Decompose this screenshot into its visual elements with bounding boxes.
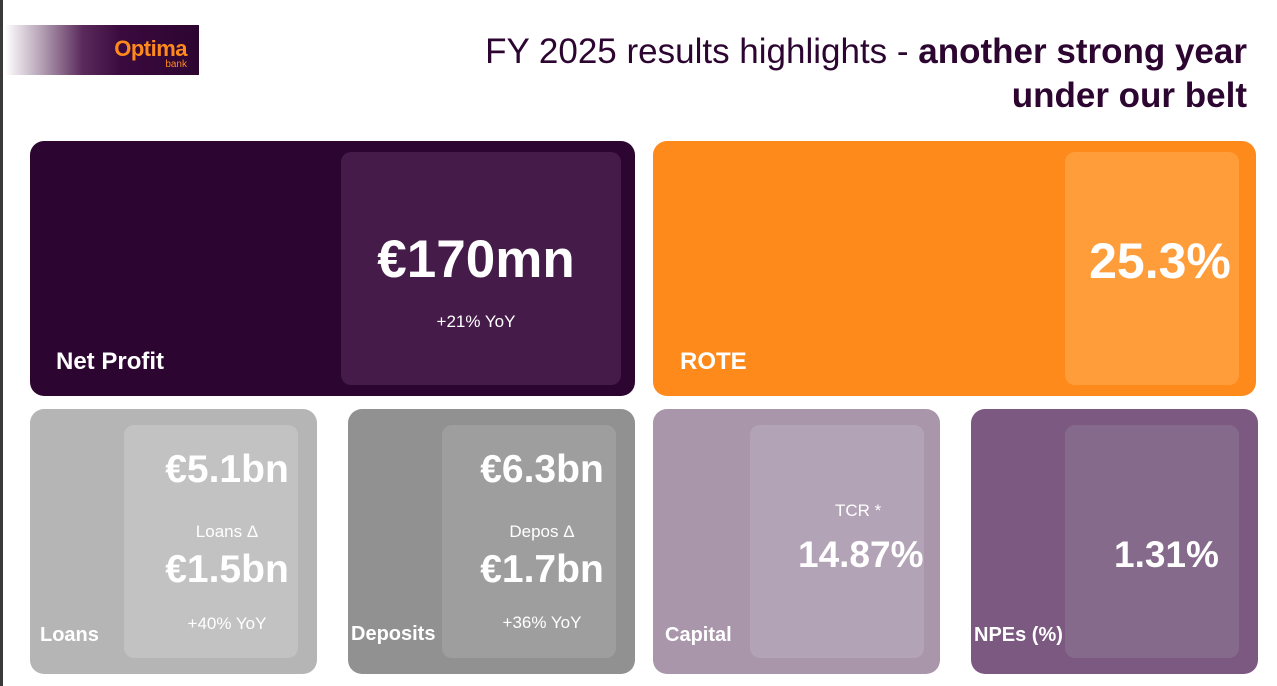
- left-edge-bar: [0, 0, 3, 686]
- logo-name: Optima: [114, 36, 187, 61]
- title-bold-1: another strong year: [918, 32, 1247, 71]
- loans-card: €5.1bn Loans Δ €1.5bn +40% YoY Loans: [30, 409, 317, 674]
- rote-inner-panel: [1065, 152, 1239, 385]
- deposits-value: €6.3bn: [480, 448, 604, 491]
- npes-value: 1.31%: [1114, 534, 1219, 575]
- net-profit-label: Net Profit: [56, 348, 164, 375]
- net-profit-card: €170mn +21% YoY Net Profit: [30, 141, 635, 396]
- deposits-inner-panel: [442, 425, 616, 658]
- title-regular: FY 2025 results highlights -: [485, 32, 919, 71]
- net-profit-inner-panel: [341, 152, 621, 385]
- rote-card: 25.3% ROTE: [653, 141, 1256, 396]
- deposits-change: +36% YoY: [502, 613, 582, 632]
- capital-inner-panel: [750, 425, 924, 658]
- net-profit-change: +21% YoY: [436, 312, 516, 331]
- deposits-card: €6.3bn Depos Δ €1.7bn +36% YoY Deposits: [348, 409, 635, 674]
- logo-sub: bank: [165, 59, 187, 70]
- page-title: FY 2025 results highlights - another str…: [485, 30, 1247, 118]
- loans-inner-panel: [124, 425, 298, 658]
- npes-inner-panel: [1065, 425, 1239, 658]
- loans-label: Loans: [40, 624, 99, 646]
- loans-delta-value: €1.5bn: [165, 548, 289, 591]
- rote-label: ROTE: [680, 348, 747, 375]
- npes-card: 1.31% NPEs (%): [971, 409, 1258, 674]
- capital-label: Capital: [665, 624, 732, 646]
- capital-card: TCR * 14.87% Capital: [653, 409, 940, 674]
- optima-bank-logo: Optima bank: [5, 25, 199, 75]
- loans-delta-label: Loans Δ: [195, 522, 259, 541]
- rote-value: 25.3%: [1089, 233, 1231, 289]
- title-bold-2: under our belt: [1011, 76, 1247, 115]
- capital-metric: TCR *: [835, 501, 882, 520]
- deposits-delta-value: €1.7bn: [480, 548, 604, 591]
- net-profit-value: €170mn: [377, 230, 575, 289]
- deposits-delta-label: Depos Δ: [509, 522, 575, 541]
- deposits-label: Deposits: [351, 623, 436, 645]
- capital-value: 14.87%: [798, 534, 924, 575]
- loans-change: +40% YoY: [187, 614, 267, 633]
- loans-value: €5.1bn: [165, 448, 289, 491]
- npes-label: NPEs (%): [974, 624, 1063, 646]
